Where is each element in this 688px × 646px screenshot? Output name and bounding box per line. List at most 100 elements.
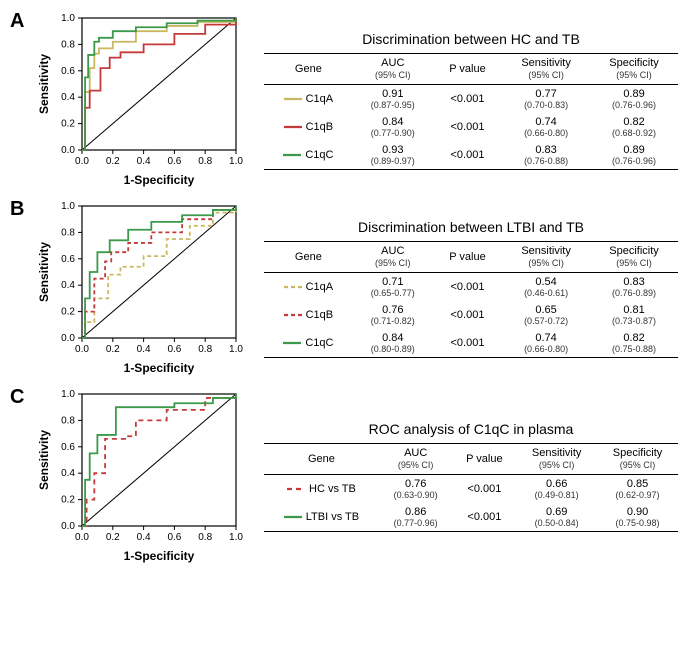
column-header: P value [433, 241, 502, 272]
sensitivity-value: 0.74 [508, 332, 584, 344]
column-header: AUC(95% CI) [353, 241, 433, 272]
column-header: AUC(95% CI) [379, 443, 453, 474]
auc-value: 0.71 [359, 276, 427, 288]
auc-ci: (0.80-0.89) [359, 344, 427, 354]
pvalue: <0.001 [433, 84, 502, 113]
svg-text:0.8: 0.8 [198, 156, 212, 167]
auc-ci: (0.71-0.82) [359, 316, 427, 326]
specificity-value: 0.89 [596, 88, 672, 100]
stats-table: GeneAUC(95% CI)P valueSensitivity(95% CI… [264, 53, 678, 170]
svg-text:0.4: 0.4 [137, 156, 151, 167]
svg-text:0.2: 0.2 [106, 344, 120, 355]
table-title: ROC analysis of C1qC in plasma [264, 421, 678, 437]
gene-label: C1qC [305, 337, 333, 349]
sensitivity-value: 0.54 [508, 276, 584, 288]
pvalue: <0.001 [433, 141, 502, 170]
specificity-value: 0.81 [596, 304, 672, 316]
gene-label: LTBI vs TB [306, 511, 359, 523]
legend-swatch [284, 123, 302, 131]
svg-text:1.0: 1.0 [61, 13, 75, 24]
specificity-ci: (0.75-0.88) [596, 344, 672, 354]
column-header: Specificity(95% CI) [590, 53, 678, 84]
sensitivity-ci: (0.46-0.61) [508, 288, 584, 298]
figure-panel: C 0.00.20.40.60.81.00.00.20.40.60.81.01-… [10, 386, 678, 566]
table-row: C1qA 0.71(0.65-0.77) <0.001 0.54(0.46-0.… [264, 272, 678, 301]
auc-ci: (0.65-0.77) [359, 288, 427, 298]
stats-table: GeneAUC(95% CI)P valueSensitivity(95% CI… [264, 241, 678, 358]
pvalue: <0.001 [433, 301, 502, 329]
svg-text:1.0: 1.0 [229, 532, 243, 543]
auc-value: 0.76 [359, 304, 427, 316]
auc-value: 0.93 [359, 144, 427, 156]
svg-text:0.8: 0.8 [61, 415, 75, 426]
specificity-ci: (0.75-0.98) [603, 518, 672, 528]
table-area: ROC analysis of C1qC in plasma GeneAUC(9… [264, 421, 678, 532]
svg-text:0.4: 0.4 [61, 92, 75, 103]
gene-label: C1qB [306, 121, 334, 133]
auc-ci: (0.63-0.90) [385, 490, 447, 500]
sensitivity-value: 0.74 [508, 116, 584, 128]
svg-text:0.8: 0.8 [198, 344, 212, 355]
figure-panel: A 0.00.20.40.60.81.00.00.20.40.60.81.01-… [10, 10, 678, 190]
column-header: Sensitivity(95% CI) [502, 53, 590, 84]
svg-text:0.4: 0.4 [61, 468, 75, 479]
legend-swatch [284, 283, 302, 291]
table-title: Discrimination between LTBI and TB [264, 219, 678, 235]
specificity-value: 0.83 [596, 276, 672, 288]
pvalue: <0.001 [433, 113, 502, 141]
svg-text:0.4: 0.4 [61, 280, 75, 291]
svg-text:1-Specificity: 1-Specificity [124, 361, 195, 375]
roc-chart: 0.00.20.40.60.81.00.00.20.40.60.81.01-Sp… [34, 198, 244, 378]
svg-text:1.0: 1.0 [229, 344, 243, 355]
gene-label: C1qC [305, 149, 333, 161]
specificity-ci: (0.73-0.87) [596, 316, 672, 326]
svg-text:1-Specificity: 1-Specificity [124, 549, 195, 563]
auc-value: 0.76 [385, 478, 447, 490]
auc-value: 0.84 [359, 332, 427, 344]
column-header: P value [433, 53, 502, 84]
gene-label: HC vs TB [309, 483, 356, 495]
svg-text:0.2: 0.2 [106, 156, 120, 167]
svg-text:1-Specificity: 1-Specificity [124, 173, 195, 187]
table-area: Discrimination between HC and TB GeneAUC… [264, 31, 678, 170]
panel-label: C [10, 386, 34, 409]
svg-text:0.2: 0.2 [61, 119, 75, 130]
legend-swatch [284, 513, 302, 521]
svg-text:1.0: 1.0 [61, 201, 75, 212]
sensitivity-ci: (0.66-0.80) [508, 344, 584, 354]
svg-text:Sensitivity: Sensitivity [37, 430, 51, 490]
column-header: AUC(95% CI) [353, 53, 433, 84]
table-area: Discrimination between LTBI and TB GeneA… [264, 219, 678, 358]
chart-area: 0.00.20.40.60.81.00.00.20.40.60.81.01-Sp… [34, 386, 244, 566]
specificity-ci: (0.76-0.89) [596, 288, 672, 298]
gene-label: C1qB [306, 309, 334, 321]
column-header: P value [453, 443, 517, 474]
table-row: LTBI vs TB 0.86(0.77-0.96) <0.001 0.69(0… [264, 503, 678, 532]
sensitivity-ci: (0.49-0.81) [522, 490, 591, 500]
svg-text:0.6: 0.6 [61, 442, 75, 453]
svg-text:0.8: 0.8 [61, 39, 75, 50]
pvalue: <0.001 [433, 329, 502, 358]
pvalue: <0.001 [453, 474, 517, 503]
specificity-value: 0.82 [596, 116, 672, 128]
panel-label: B [10, 198, 34, 221]
table-row: C1qC 0.84(0.80-0.89) <0.001 0.74(0.66-0.… [264, 329, 678, 358]
gene-label: C1qA [306, 93, 334, 105]
specificity-ci: (0.76-0.96) [596, 100, 672, 110]
legend-swatch [287, 485, 305, 493]
figure-panel: B 0.00.20.40.60.81.00.00.20.40.60.81.01-… [10, 198, 678, 378]
pvalue: <0.001 [433, 272, 502, 301]
column-header: Specificity(95% CI) [590, 241, 678, 272]
roc-chart: 0.00.20.40.60.81.00.00.20.40.60.81.01-Sp… [34, 386, 244, 566]
table-row: C1qB 0.76(0.71-0.82) <0.001 0.65(0.57-0.… [264, 301, 678, 329]
specificity-ci: (0.76-0.96) [596, 156, 672, 166]
panel-label: A [10, 10, 34, 33]
svg-text:0.6: 0.6 [167, 156, 181, 167]
specificity-value: 0.82 [596, 332, 672, 344]
specificity-value: 0.89 [596, 144, 672, 156]
svg-text:0.6: 0.6 [167, 532, 181, 543]
auc-ci: (0.77-0.96) [385, 518, 447, 528]
svg-text:0.4: 0.4 [137, 532, 151, 543]
svg-text:0.0: 0.0 [75, 532, 89, 543]
specificity-value: 0.90 [603, 506, 672, 518]
